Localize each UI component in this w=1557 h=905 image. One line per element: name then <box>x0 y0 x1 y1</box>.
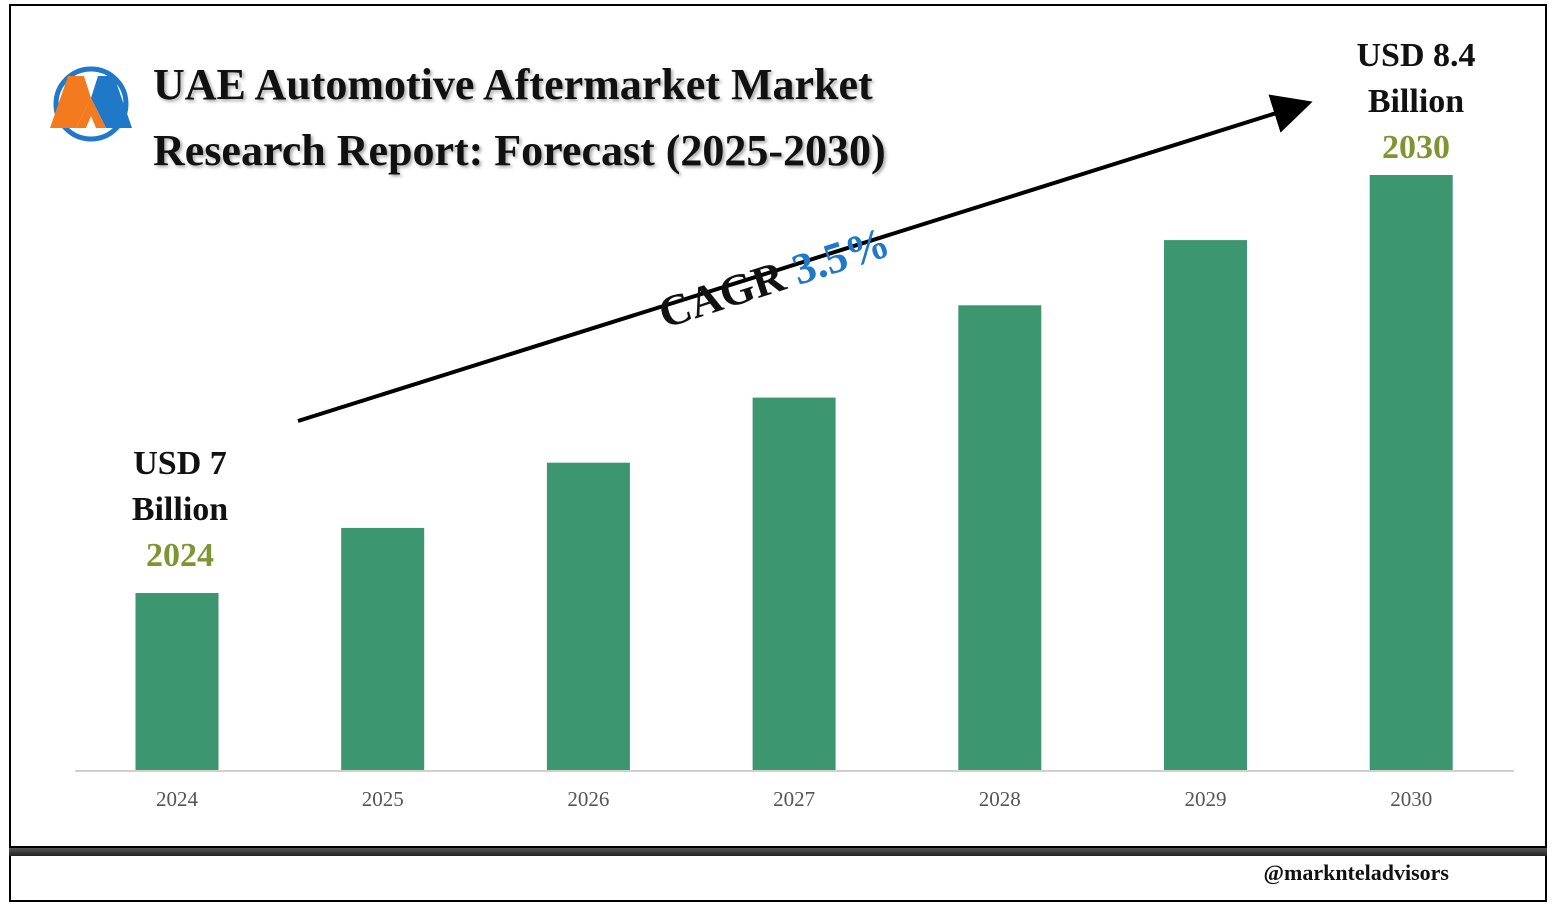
x-tick-2026: 2026 <box>567 787 609 811</box>
start-year: 2024 <box>146 537 214 574</box>
x-tick-2029: 2029 <box>1185 787 1227 811</box>
title-line-2: Research Report: Forecast (2025-2030) <box>153 126 886 175</box>
x-tick-2024: 2024 <box>156 787 199 811</box>
x-tick-2030: 2030 <box>1390 787 1432 811</box>
frame-shadow-bar <box>9 848 1547 856</box>
bar-2029 <box>1164 240 1247 771</box>
bar-2030 <box>1369 175 1453 770</box>
start-unit: Billion <box>131 491 229 528</box>
bar-2026 <box>546 462 630 770</box>
start-value: USD 7 <box>133 445 227 482</box>
title-line-1: UAE Automotive Aftermarket Market <box>153 60 873 109</box>
bar-2027 <box>752 397 836 770</box>
x-tick-2027: 2027 <box>773 787 815 811</box>
end-value-label: USD 8.4 Billion 2030 <box>1336 33 1496 171</box>
end-unit: Billion <box>1367 83 1465 120</box>
end-year: 2030 <box>1382 129 1450 166</box>
footer: @marknteladvisors <box>9 856 1547 902</box>
chart-title: UAE Automotive Aftermarket Market Resear… <box>153 52 886 184</box>
end-value: USD 8.4 <box>1356 37 1476 74</box>
company-logo-icon <box>50 66 132 142</box>
x-tick-2028: 2028 <box>979 787 1021 811</box>
social-handle: @marknteladvisors <box>1263 860 1449 885</box>
bar-2024 <box>135 593 219 770</box>
start-value-label: USD 7 Billion 2024 <box>100 441 260 579</box>
bar-2025 <box>341 527 425 770</box>
bar-2028 <box>958 305 1042 770</box>
growth-arrow <box>297 94 1313 423</box>
x-tick-2025: 2025 <box>362 787 404 811</box>
